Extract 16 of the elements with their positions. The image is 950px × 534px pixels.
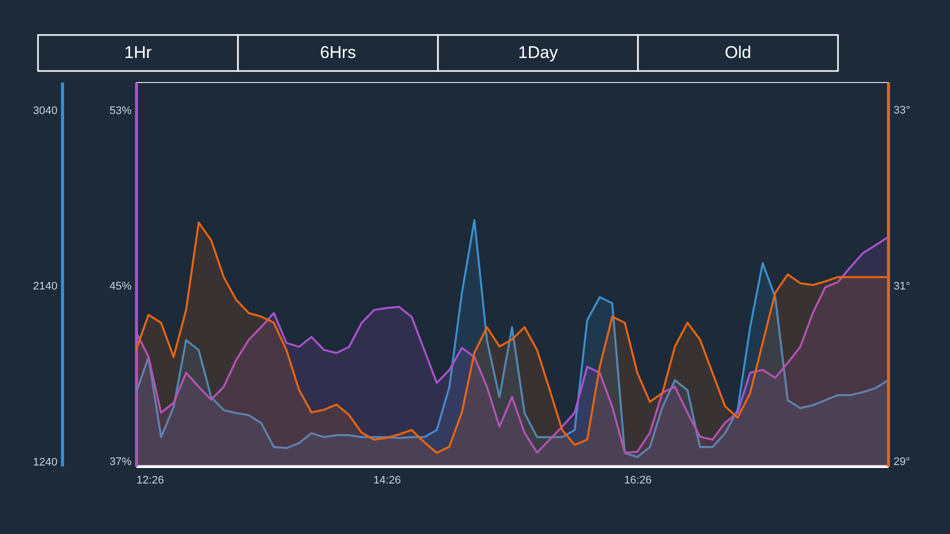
y2-tick-label: 53% [109, 105, 132, 118]
y-tick-label: 1240 [33, 456, 58, 469]
y3-tick-label: 31° [894, 280, 910, 292]
x-tick-label: 12:26 [136, 474, 164, 486]
x-tick-label: 16:26 [624, 474, 652, 486]
y2-tick-label: 45% [109, 280, 132, 293]
text: Old [724, 43, 752, 62]
y3-tick-label: 33° [894, 104, 910, 117]
x-tick-label: 14:26 [373, 474, 401, 486]
text: 6Hrs [320, 43, 356, 62]
text: 1Hr [124, 43, 152, 62]
y3-tick-label: 29° [894, 456, 910, 468]
y2-tick-label: 37% [109, 456, 132, 468]
y-tick-label: 2140 [33, 280, 58, 293]
y-tick-label: 3040 [33, 104, 58, 117]
text: 1Day [518, 43, 558, 62]
